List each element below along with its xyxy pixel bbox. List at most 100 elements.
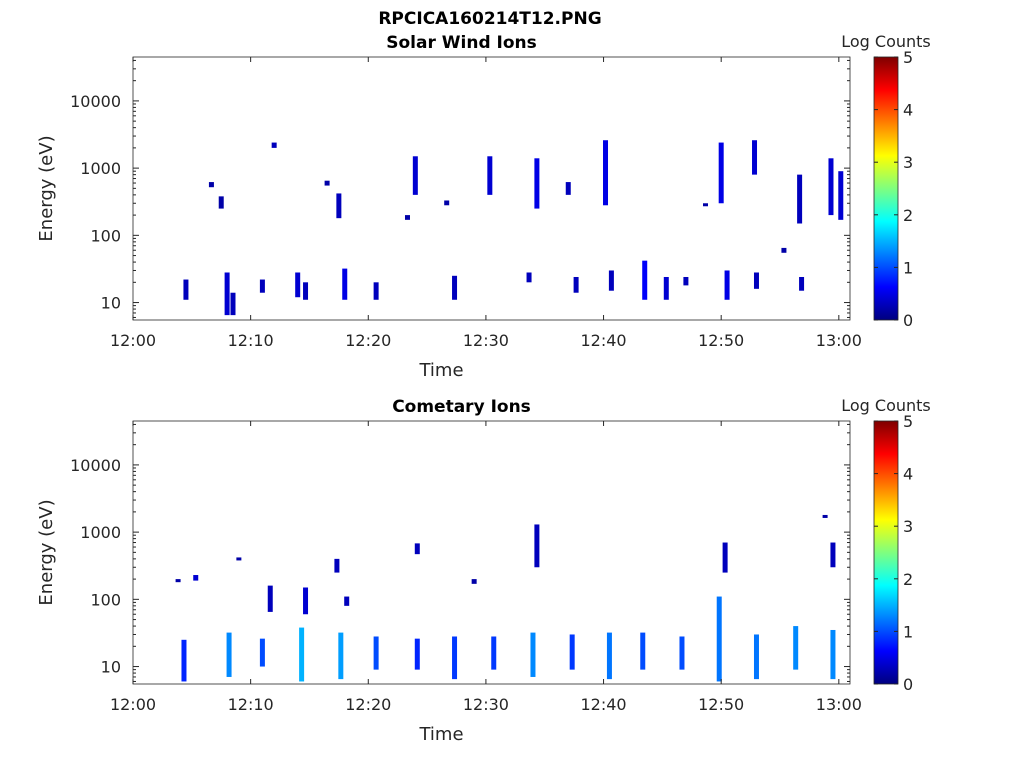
panel-solar-wind-ions: 12:00 12:10 12:20 12:30 12:40 12:50 13:0010100… — [36, 32, 931, 381]
heatmap-cell — [716, 596, 722, 682]
heatmap-cell — [608, 270, 614, 291]
heatmap-cell — [724, 270, 730, 300]
heatmap-cell — [753, 272, 759, 289]
colorbar-gradient — [873, 420, 899, 685]
colorbar-tick-label: 2 — [903, 570, 913, 589]
colorbar-label: Log Counts — [841, 32, 931, 51]
y-tick-label: 1000 — [80, 523, 121, 542]
heatmap-cell — [534, 524, 540, 568]
heatmap-cell — [722, 542, 728, 573]
panel-title: Solar Wind Ions — [386, 33, 537, 53]
heatmap-cell — [175, 579, 181, 583]
heatmap-cell — [452, 636, 458, 680]
colorbar-label: Log Counts — [841, 396, 931, 415]
heatmap-cell — [303, 587, 309, 615]
heatmap-cell — [226, 632, 232, 677]
x-tick-label: 12:30 — [463, 695, 509, 714]
heatmap-cell — [569, 634, 575, 670]
heatmap-cell — [573, 276, 579, 293]
heatmap-cell — [271, 142, 277, 148]
x-axis-label: Time — [418, 360, 463, 381]
heatmap-cell — [236, 557, 242, 561]
heatmap-cell — [752, 140, 758, 175]
heatmap-cell — [336, 193, 342, 219]
heatmap-cell — [344, 596, 350, 606]
heatmap-cell — [230, 292, 236, 316]
x-tick-label: 12:00 — [110, 695, 156, 714]
colorbar-tick-label: 0 — [903, 675, 913, 694]
y-tick-label: 1000 — [80, 159, 121, 178]
colorbar-tick-label: 3 — [903, 517, 913, 536]
y-axis-label: Energy (eV) — [36, 499, 57, 605]
heatmap-cell — [491, 636, 497, 670]
y-tick-label: 100 — [90, 590, 121, 609]
heatmap-cell — [452, 275, 458, 300]
heatmap-cells — [183, 140, 844, 316]
heatmap-cell — [565, 182, 571, 195]
colorbar-tick-label: 2 — [903, 206, 913, 225]
heatmap-cell — [373, 282, 379, 300]
x-axis-label: Time — [418, 724, 463, 745]
colorbar-tick-label: 3 — [903, 153, 913, 172]
heatmap-cell — [530, 632, 536, 677]
x-tick-label: 12:10 — [228, 695, 274, 714]
colorbar-tick-label: 4 — [903, 465, 913, 484]
heatmap-cell — [679, 636, 685, 670]
heatmap-cell — [642, 260, 648, 300]
x-tick-label: 12:20 — [345, 331, 391, 350]
heatmap-cell — [797, 174, 803, 224]
heatmap-cell — [487, 156, 493, 195]
x-tick-label: 12:50 — [698, 695, 744, 714]
x-tick-label: 12:40 — [580, 331, 626, 350]
heatmap-cell — [830, 542, 836, 568]
heatmap-cell — [404, 215, 410, 220]
heatmap-cell — [822, 514, 828, 518]
colorbar-tick-label: 1 — [903, 258, 913, 277]
heatmap-cell — [324, 180, 330, 186]
colorbar-tick-label: 5 — [903, 48, 913, 67]
heatmap-cell — [218, 196, 224, 209]
heatmap-cell — [267, 585, 273, 612]
colorbar-tick-label: 5 — [903, 412, 913, 431]
heatmap-cell — [718, 142, 724, 204]
heatmap-cell — [526, 272, 532, 283]
heatmap-cell — [295, 272, 301, 298]
heatmap-cell — [181, 639, 187, 682]
heatmap-cell — [303, 282, 309, 300]
heatmap-cell — [781, 247, 787, 253]
heatmap-cell — [193, 575, 199, 581]
panel-cometary-ions: 12:00 12:10 12:20 12:30 12:40 12:50 13:0010100… — [36, 396, 931, 745]
heatmap-cell — [793, 626, 799, 670]
heatmap-cell — [828, 158, 834, 216]
x-tick-label: 12:00 — [110, 331, 156, 350]
heatmap-cell — [183, 279, 189, 300]
heatmap-cell — [471, 579, 477, 584]
heatmap-cell — [412, 156, 418, 195]
heatmap-cell — [259, 638, 265, 667]
x-tick-label: 12:40 — [580, 695, 626, 714]
y-tick-label: 10000 — [70, 92, 121, 111]
heatmap-cell — [534, 158, 540, 209]
heatmap-cell — [373, 636, 379, 670]
y-tick-label: 10 — [101, 658, 121, 677]
heatmap-cell — [414, 638, 420, 670]
x-tick-label: 13:00 — [816, 695, 862, 714]
heatmap-cell — [299, 627, 305, 682]
y-tick-label: 10 — [101, 294, 121, 313]
heatmap-cell — [606, 632, 612, 680]
heatmap-cell — [663, 276, 669, 300]
heatmap-cell — [799, 276, 805, 291]
heatmap-cells — [175, 514, 836, 682]
colorbar-tick-label: 4 — [903, 101, 913, 120]
x-tick-label: 12:10 — [228, 331, 274, 350]
heatmap-cell — [259, 279, 265, 293]
colorbar-tick-label: 1 — [903, 622, 913, 641]
x-tick-label: 12:50 — [698, 331, 744, 350]
y-axis-label: Energy (eV) — [36, 135, 57, 241]
heatmap-cell — [414, 543, 420, 555]
panel-title: Cometary Ions — [392, 397, 531, 417]
heatmap-cell — [753, 634, 759, 680]
heatmap-cell — [224, 272, 230, 316]
